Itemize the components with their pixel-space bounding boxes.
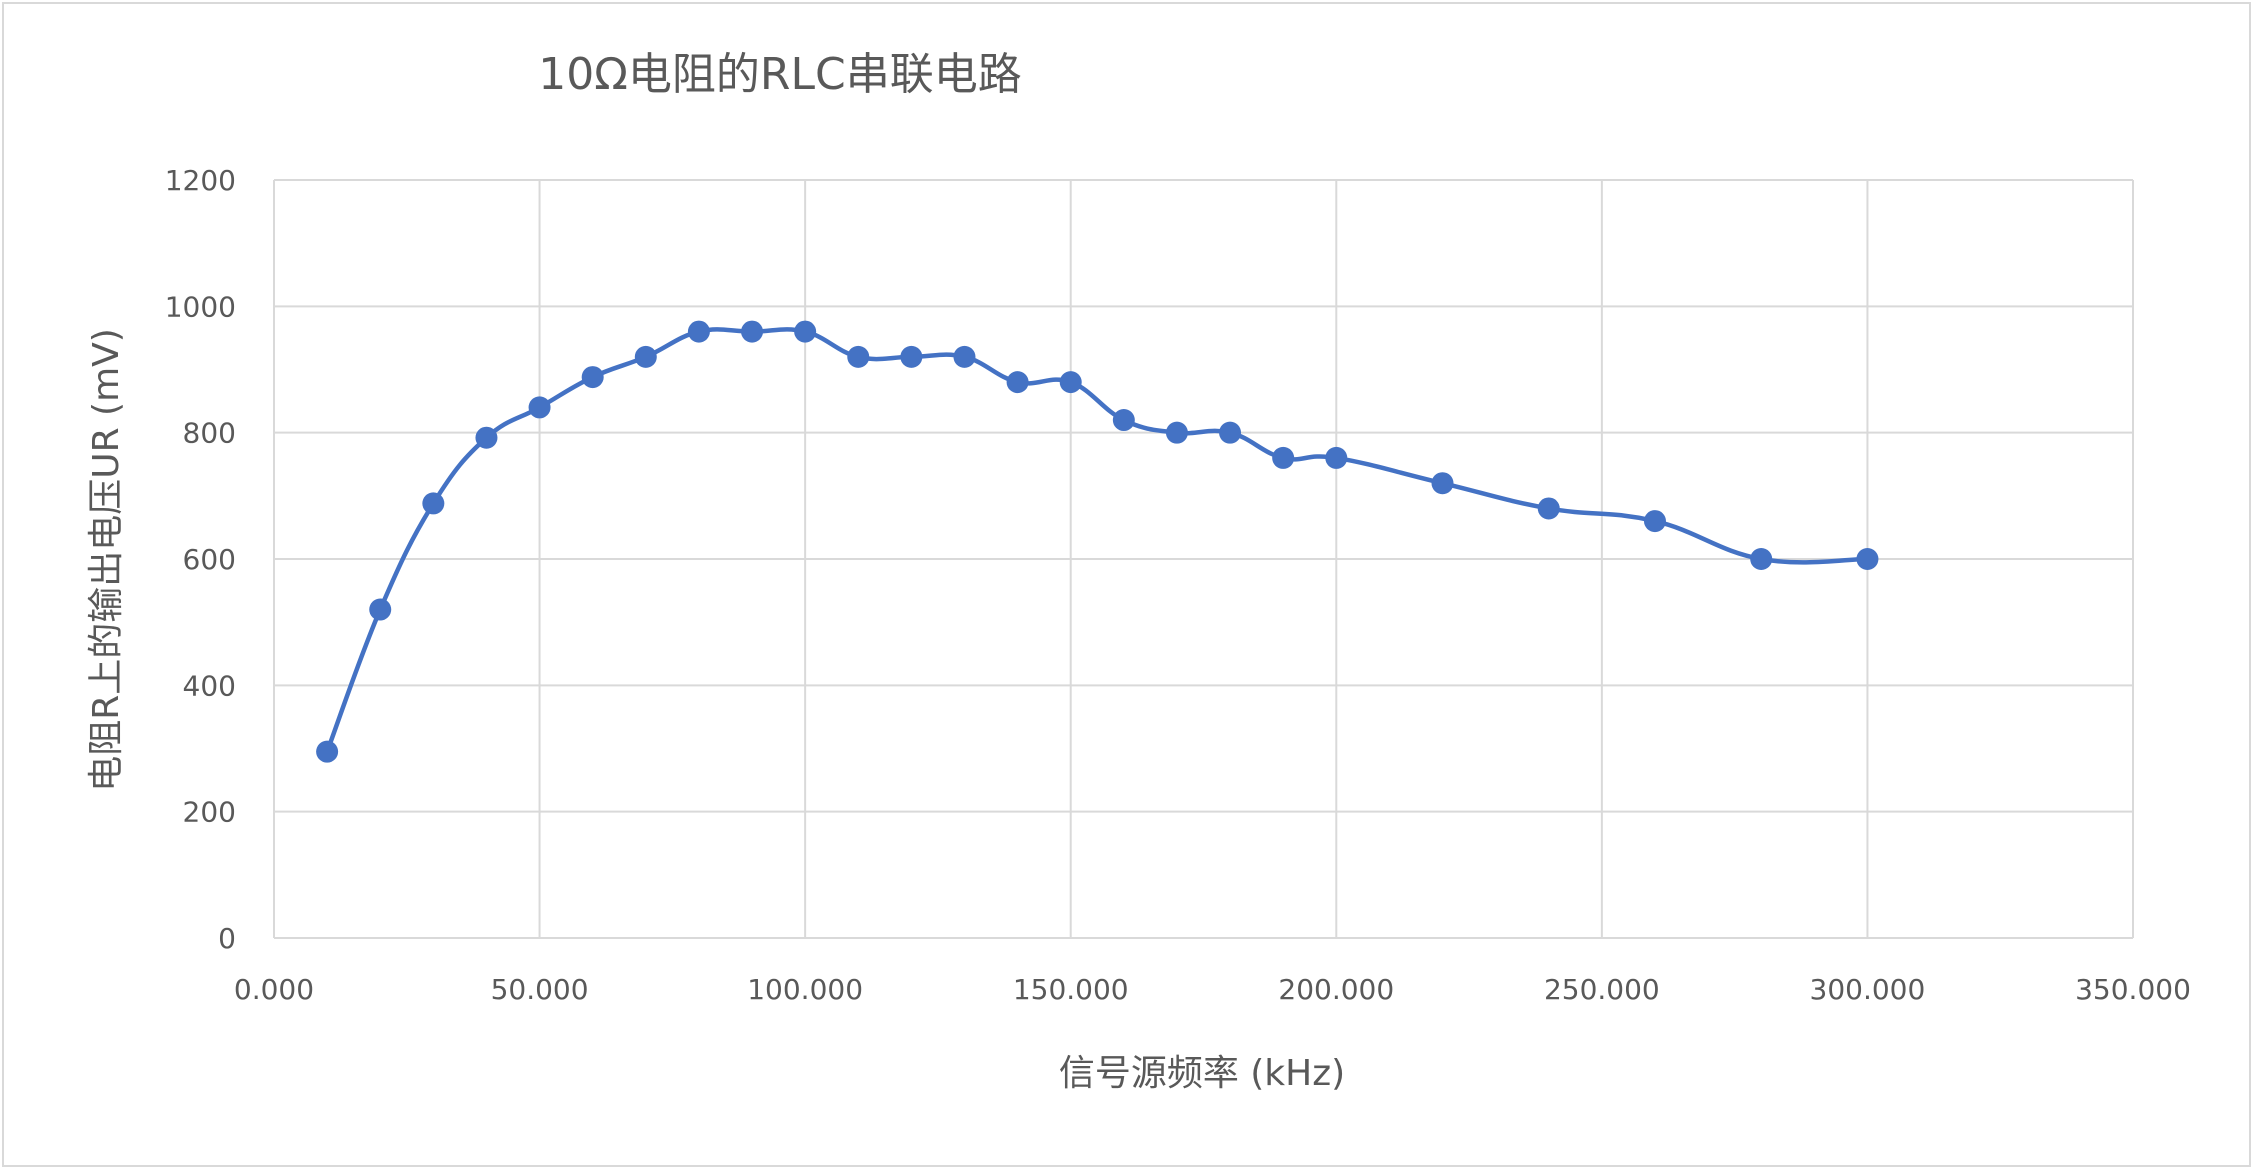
data-point [1750,548,1773,570]
y-axis-title: 电阻R上的输出电压UR (mV) [86,328,127,792]
x-tick-label: 300.000 [1810,973,1926,1006]
data-points [316,320,1879,763]
y-tick-label: 1200 [165,164,236,197]
x-tick-label: 100.000 [747,973,863,1006]
chart-title: 10Ω电阻的RLC串联电路 [538,49,1022,100]
grid-lines [273,179,2134,939]
data-point [634,345,657,368]
y-tick-label: 600 [183,543,236,576]
x-tick-label: 200.000 [1278,973,1394,1006]
data-point [1537,497,1560,520]
data-point [1856,548,1879,570]
data-point [900,345,923,368]
data-point [1006,371,1029,394]
y-tick-label: 200 [183,796,236,829]
data-point [1165,421,1188,444]
data-point [953,345,976,368]
x-tick-label: 350.000 [2075,973,2191,1006]
x-tick-label: 0.000 [234,973,314,1006]
data-point [687,320,710,343]
data-point [316,740,339,763]
y-tick-label: 1000 [165,290,236,323]
data-point [1112,409,1135,432]
x-tick-labels: 0.000 50.000 100.000 150.000 200.000 250.000 3… [234,973,2191,1006]
data-point [1325,446,1348,469]
data-point [1431,472,1454,495]
data-point [1219,421,1242,444]
data-point [741,320,764,343]
data-point [422,492,445,515]
data-point [581,366,604,389]
data-point [794,320,817,343]
y-tick-label: 0 [218,922,236,955]
x-tick-label: 250.000 [1544,973,1660,1006]
data-point [1272,446,1295,469]
data-point [369,598,392,621]
data-point [1643,510,1666,533]
data-point [1059,371,1082,394]
data-point [528,396,551,419]
data-point [475,426,498,449]
x-axis-title: 信号源频率 (kHz) [1059,1053,1345,1094]
data-point [847,345,870,368]
y-tick-label: 400 [183,669,236,702]
y-tick-labels: 0 200 400 600 800 1000 1200 [165,164,236,955]
x-tick-label: 50.000 [491,973,589,1006]
series-line [325,327,1868,753]
y-tick-label: 800 [183,417,236,450]
x-tick-label: 150.000 [1013,973,1129,1006]
